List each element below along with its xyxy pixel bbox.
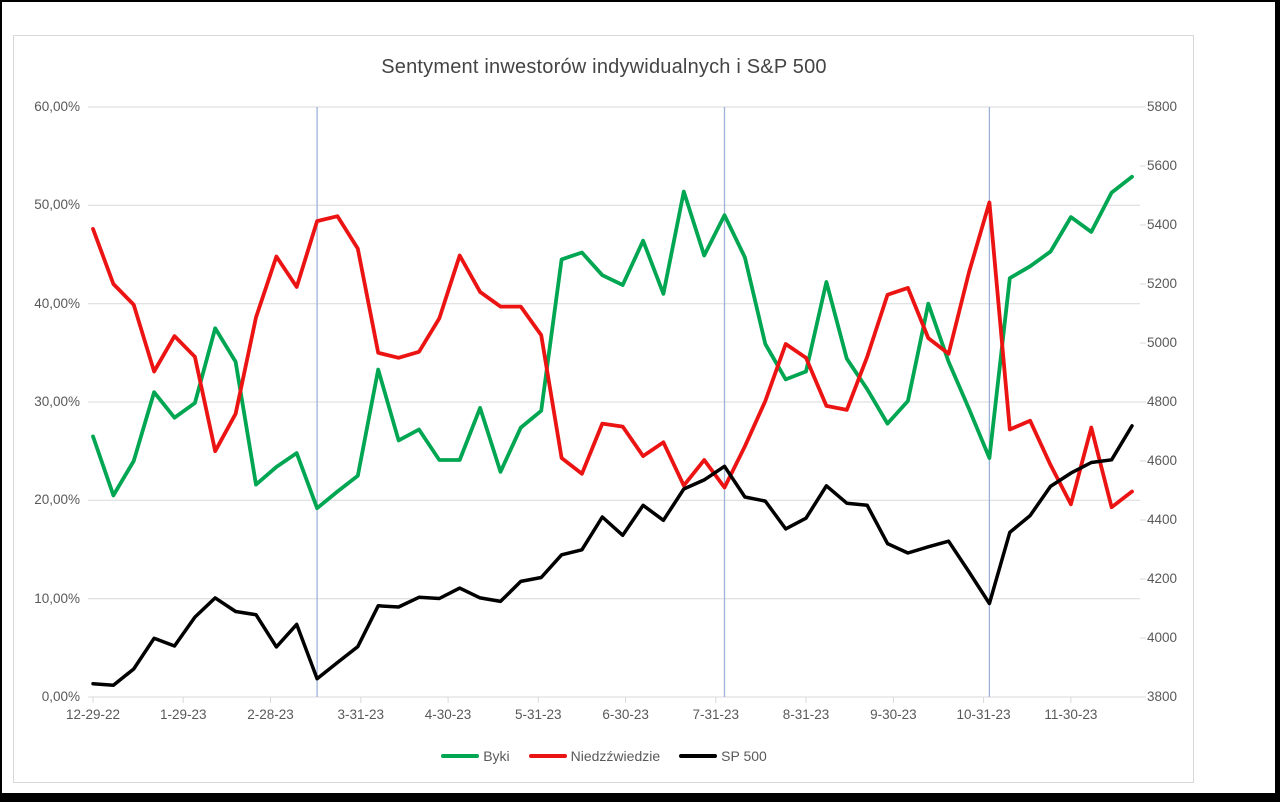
legend-item-sp500: SP 500 bbox=[679, 748, 767, 764]
x-axis-label: 7-31-23 bbox=[692, 707, 740, 722]
x-axis-label: 10-31-23 bbox=[956, 707, 1011, 722]
legend-item-byki: Byki bbox=[441, 748, 510, 764]
x-axis-label: 5-31-23 bbox=[515, 707, 562, 722]
x-axis-label: 4-30-23 bbox=[424, 707, 472, 722]
x-axis-label: 9-30-23 bbox=[870, 707, 917, 722]
sp500-line-swatch bbox=[679, 754, 718, 758]
y-axis-label-right: 5600 bbox=[1147, 158, 1178, 173]
x-axis-label: 8-31-23 bbox=[782, 707, 830, 722]
chart-card bbox=[13, 35, 1194, 783]
y-axis-label-left: 40,00% bbox=[34, 295, 80, 311]
y-axis-label-right: 3800 bbox=[1147, 689, 1178, 704]
y-axis-label-right: 5200 bbox=[1147, 276, 1178, 291]
y-axis-label-right: 4800 bbox=[1147, 394, 1178, 409]
y-axis-label-left: 30,00% bbox=[34, 394, 80, 409]
niedzwiedzie-line-swatch bbox=[528, 754, 567, 758]
byki-line-swatch bbox=[441, 754, 480, 758]
y-axis-label-right: 5800 bbox=[1147, 99, 1178, 114]
x-axis-label: 6-30-23 bbox=[602, 707, 649, 722]
y-axis-label-right: 4000 bbox=[1147, 630, 1178, 645]
x-axis-label: 11-30-23 bbox=[1044, 707, 1098, 722]
y-axis-label-right: 4400 bbox=[1147, 512, 1178, 527]
legend: Byki Niedzźwiedzie SP 500 bbox=[13, 745, 1195, 767]
x-axis-label: 3-31-23 bbox=[337, 707, 385, 722]
y-axis-label-left: 50,00% bbox=[34, 197, 80, 213]
x-axis-label: 12-29-22 bbox=[65, 707, 121, 722]
x-axis-label: 1-29-23 bbox=[159, 707, 207, 722]
sp500-legend-label: SP 500 bbox=[721, 748, 767, 764]
y-axis-label-left: 20,00% bbox=[34, 492, 80, 508]
niedzwiedzie-legend-label: Niedzźwiedzie bbox=[570, 748, 661, 764]
y-axis-label-right: 5000 bbox=[1147, 335, 1178, 350]
y-axis-label-left: 10,00% bbox=[34, 590, 80, 606]
y-axis-label-right: 4600 bbox=[1147, 453, 1178, 468]
legend-item-niedzwiedzie: Niedzźwiedzie bbox=[528, 748, 661, 764]
y-axis-label-left: 0,00% bbox=[41, 689, 80, 704]
y-axis-label-right: 5400 bbox=[1147, 217, 1178, 232]
chart-title: Sentyment inwestorów indywidualnych i S&… bbox=[381, 56, 827, 78]
byki-legend-label: Byki bbox=[483, 748, 510, 764]
x-axis-label: 2-28-23 bbox=[247, 707, 294, 722]
y-axis-label-left: 60,00% bbox=[34, 99, 80, 114]
y-axis-label-right: 4200 bbox=[1147, 571, 1178, 586]
